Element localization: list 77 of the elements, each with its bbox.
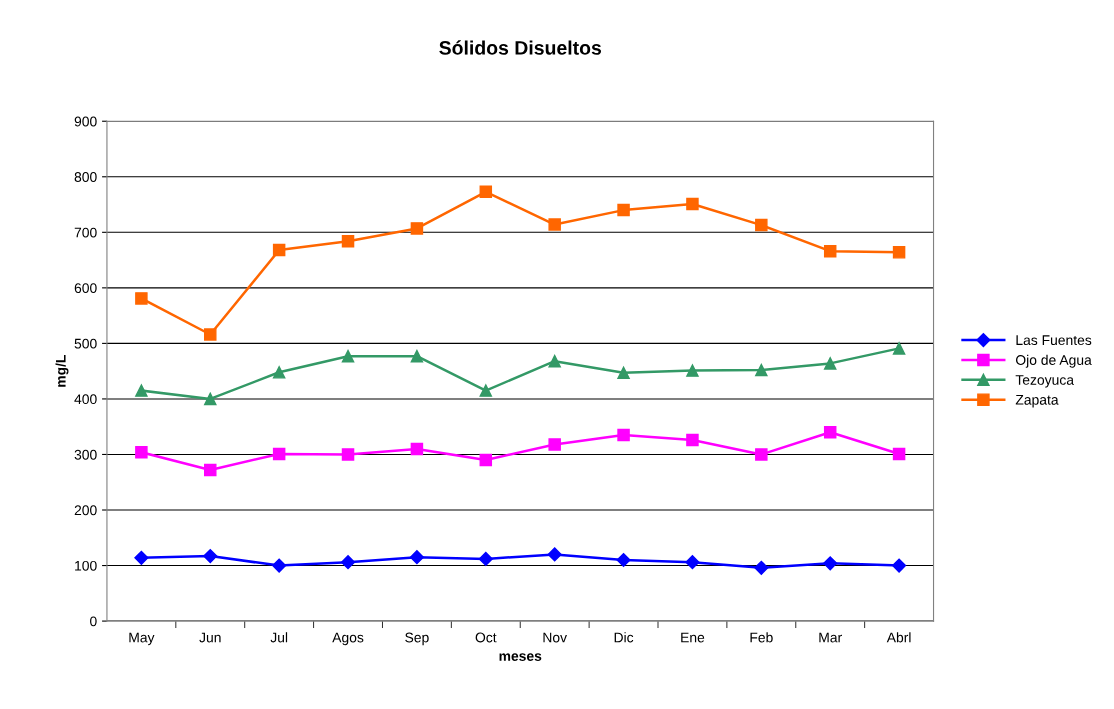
x-tick-label: Abrl <box>886 632 911 643</box>
legend-label: Tezoyuca <box>1015 375 1075 388</box>
point <box>892 246 906 259</box>
x-tick-label: Sep <box>405 632 429 646</box>
y-tick-label: 500 <box>74 338 97 349</box>
point <box>548 354 561 368</box>
point <box>617 428 630 442</box>
point <box>548 438 561 451</box>
point <box>272 366 286 379</box>
point <box>686 197 699 211</box>
point <box>754 560 769 575</box>
point <box>134 550 149 565</box>
point <box>479 185 493 199</box>
legend-label: Ojo de Agua <box>1016 354 1092 368</box>
point <box>617 203 630 217</box>
point <box>410 349 424 363</box>
x-tick-label: Agos <box>332 632 364 646</box>
point <box>341 349 355 363</box>
point <box>479 384 493 397</box>
x-tick-label: Ene <box>681 632 705 643</box>
chart-title: Sólidos Disueltos <box>439 40 602 55</box>
point <box>135 384 148 397</box>
point <box>823 357 837 370</box>
legend-label: Zapata <box>1015 395 1059 408</box>
point <box>340 555 356 570</box>
y-tick-label: 0 <box>90 616 97 627</box>
point <box>892 447 906 461</box>
point <box>892 342 906 355</box>
y-tick-label: 100 <box>75 560 97 571</box>
point <box>685 555 700 570</box>
point <box>135 445 148 459</box>
point <box>548 218 561 231</box>
x-axis-title: meses <box>499 653 542 661</box>
x-tick-label: Mar <box>819 632 842 643</box>
point <box>272 243 286 257</box>
point <box>686 433 699 447</box>
x-tick-label: Oct <box>475 632 497 643</box>
point <box>755 448 768 461</box>
y-tick-label: 800 <box>74 172 97 182</box>
point <box>823 426 837 439</box>
point <box>755 218 768 232</box>
point <box>410 222 424 235</box>
point <box>617 366 630 380</box>
point <box>203 549 218 564</box>
y-tick-label: 900 <box>74 116 97 127</box>
x-tick-label: Jun <box>199 632 221 643</box>
point <box>479 453 493 467</box>
point <box>892 558 907 573</box>
point <box>272 447 286 461</box>
point <box>272 558 287 573</box>
y-tick-label: 400 <box>74 394 97 405</box>
point <box>341 448 355 461</box>
point <box>478 551 493 566</box>
point <box>409 550 424 565</box>
x-tick-label: Jul <box>270 632 288 643</box>
y-tick-label: 700 <box>74 227 97 238</box>
point <box>547 547 562 562</box>
y-axis-title: mg/L <box>55 355 69 387</box>
x-tick-label: Dic <box>614 632 634 643</box>
point <box>341 234 355 248</box>
x-tick-label: Nov <box>543 632 567 643</box>
point <box>204 392 217 406</box>
point <box>823 244 837 258</box>
point <box>135 292 148 305</box>
point <box>686 364 699 377</box>
y-tick-label: 300 <box>74 449 97 460</box>
point <box>823 556 838 571</box>
y-tick-label: 200 <box>74 505 97 516</box>
point <box>755 363 768 377</box>
legend-label: Las Fuentes <box>1016 335 1092 346</box>
point <box>204 328 217 341</box>
x-tick-label: May <box>129 632 155 646</box>
point <box>204 463 217 477</box>
point <box>616 552 631 568</box>
y-tick-label: 600 <box>74 283 97 294</box>
point <box>410 442 424 456</box>
x-tick-label: Feb <box>750 632 773 643</box>
